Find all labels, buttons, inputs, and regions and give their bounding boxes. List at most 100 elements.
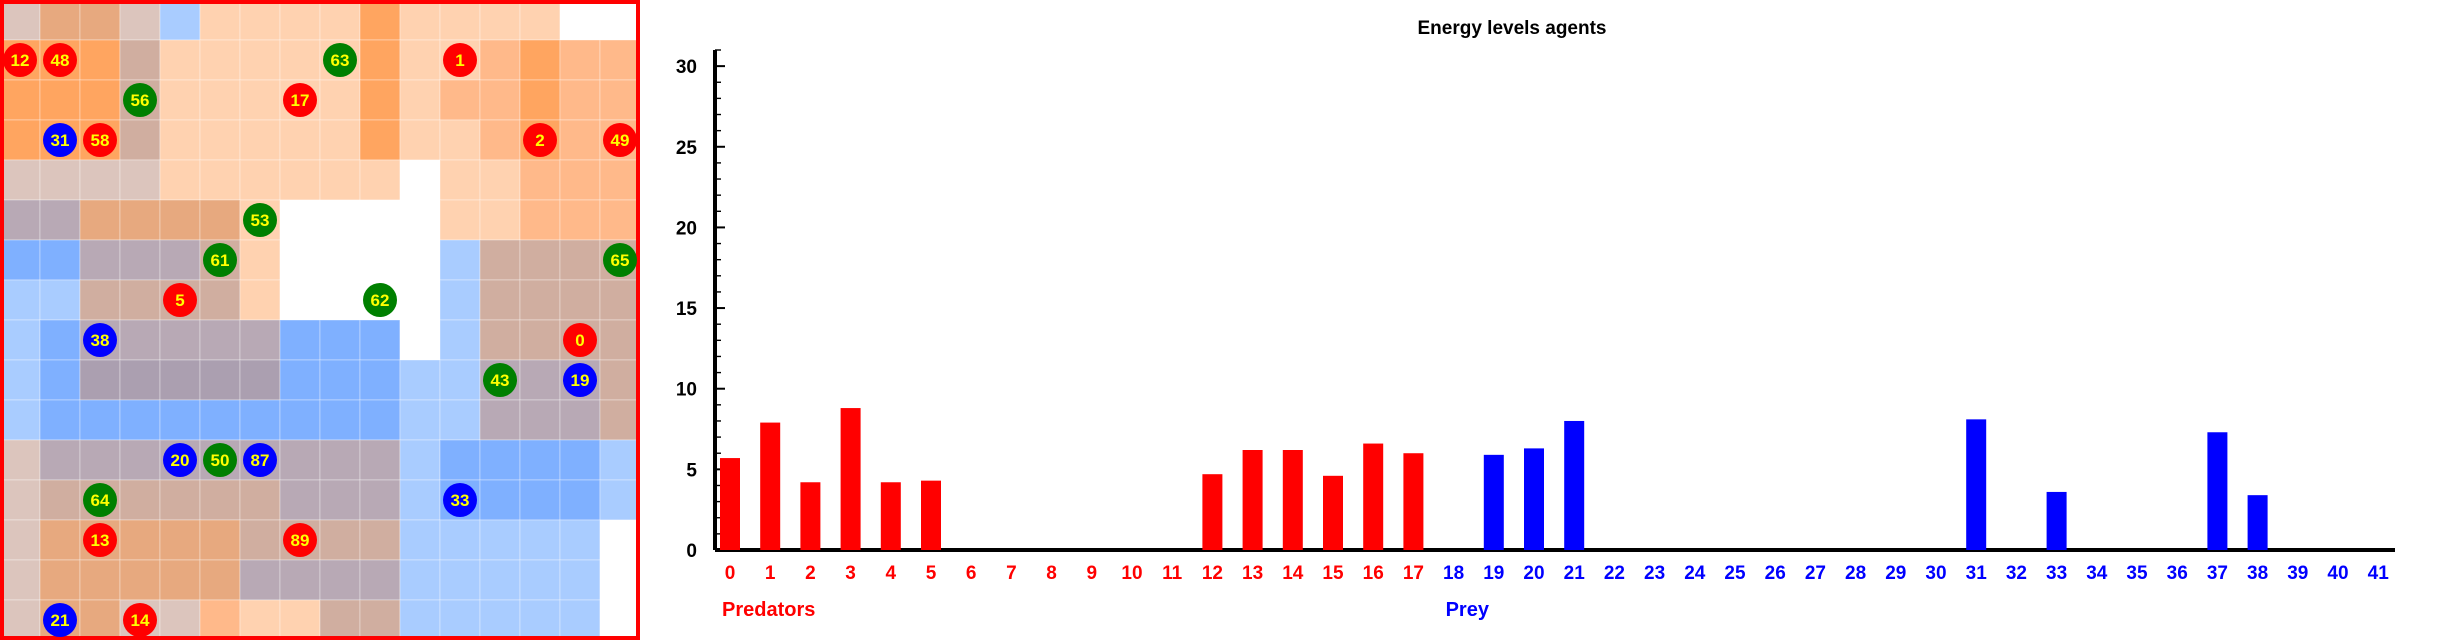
prey-agent: 21	[43, 603, 77, 637]
grid-cell	[279, 319, 321, 361]
simulation-grid: 12 48 63 1 56 17 31 58 2 49 53 61 65 5 62 38 0 43 19 20 50 87…	[0, 0, 640, 640]
predator-agent: 17	[283, 83, 317, 117]
grid-cell	[479, 79, 521, 121]
x-tick-label: 26	[1765, 563, 1786, 584]
grid-cell	[159, 239, 201, 281]
grid-cell	[0, 239, 41, 281]
predator-energy-bar	[880, 482, 901, 550]
predator-energy-bar	[921, 480, 941, 550]
prey-agent: 31	[43, 123, 77, 157]
grid-cell	[319, 359, 361, 401]
predator-agent-marker	[603, 123, 637, 157]
x-tick-label: 22	[1604, 563, 1625, 584]
grid-cell	[319, 399, 361, 441]
grid-cell	[0, 359, 41, 401]
grid-cell	[439, 0, 481, 41]
grid-cell	[39, 279, 81, 321]
grid-cell	[519, 519, 561, 561]
grid-cell	[199, 479, 241, 521]
grid-cell	[599, 479, 640, 521]
grid-cell	[359, 39, 401, 81]
plant-agent-marker	[323, 43, 357, 77]
plant-agent: 62	[363, 283, 397, 317]
grid-cell	[119, 519, 161, 561]
x-tick-label: 36	[2167, 563, 2188, 584]
x-tick-label: 15	[1322, 563, 1344, 584]
grid-cell	[159, 199, 201, 241]
agent-label: 58	[91, 131, 110, 150]
grid-cell	[0, 479, 41, 521]
grid-cell	[479, 559, 521, 601]
grid-cell	[359, 79, 401, 121]
grid-cell	[239, 0, 281, 41]
grid-cell	[239, 599, 281, 640]
y-tick-label: 25	[676, 138, 698, 159]
grid-cell	[479, 0, 521, 41]
grid-cell	[519, 0, 561, 41]
plant-agent: 43	[483, 363, 517, 397]
grid-cell	[319, 519, 361, 561]
x-tick-label: 40	[2327, 563, 2348, 584]
grid-cell	[239, 399, 281, 441]
grid-cell	[319, 439, 361, 481]
grid-cell	[399, 399, 441, 441]
grid-cell	[439, 199, 481, 241]
predator-agent: 49	[603, 123, 637, 157]
grid-cell	[159, 39, 201, 81]
grid-cell	[519, 359, 561, 401]
x-tick-label: 16	[1363, 563, 1384, 584]
grid-cell	[599, 319, 640, 361]
x-tick-label: 1	[765, 563, 776, 584]
grid-cell	[79, 159, 121, 201]
x-tick-label: 8	[1046, 563, 1057, 584]
y-tick-label: 20	[676, 218, 697, 239]
agent-label: 17	[291, 91, 310, 110]
agent-label: 0	[575, 331, 584, 350]
agent-label: 14	[131, 611, 150, 630]
predator-agent: 1	[443, 43, 477, 77]
predator-agent: 58	[83, 123, 117, 157]
grid-cell	[319, 599, 361, 640]
grid-cell	[519, 559, 561, 601]
predator-agent-marker	[563, 323, 597, 357]
grid-cell	[0, 199, 41, 241]
grid-cell	[359, 519, 401, 561]
grid-cell	[439, 159, 481, 201]
agent-label: 89	[291, 531, 310, 550]
plant-agent-marker	[603, 243, 637, 277]
grid-cell	[39, 319, 81, 361]
prey-agent-marker	[43, 123, 77, 157]
grid-cell	[279, 439, 321, 481]
predator-energy-bar	[1403, 453, 1424, 550]
grid-cell	[79, 559, 121, 601]
plant-agent: 64	[83, 483, 117, 517]
grid-cell	[239, 359, 281, 401]
grid-cell	[39, 399, 81, 441]
grid-cell	[399, 519, 441, 561]
grid-cell	[559, 39, 601, 81]
predator-agent-marker	[283, 83, 317, 117]
grid-cell	[239, 159, 281, 201]
grid-cell	[279, 159, 321, 201]
predator-agent-marker	[123, 603, 157, 637]
grid-cell	[399, 0, 441, 41]
grid-cell	[359, 119, 401, 161]
grid-cell	[519, 599, 561, 640]
grid-cell	[319, 319, 361, 361]
grid-cell	[239, 239, 281, 281]
grid-cell	[239, 119, 281, 161]
predator-energy-bar	[1242, 450, 1263, 550]
grid-cell	[439, 359, 481, 401]
grid-cell	[359, 599, 401, 640]
predator-agent-marker	[163, 283, 197, 317]
x-tick-label: 23	[1644, 563, 1665, 584]
grid-cell	[599, 0, 640, 41]
grid-cell	[559, 119, 601, 161]
grid-cell	[159, 559, 201, 601]
x-tick-label: 38	[2247, 563, 2268, 584]
grid-cell	[559, 479, 601, 521]
x-tick-label: 29	[1885, 563, 1906, 584]
grid-cell	[359, 239, 401, 281]
grid-cell	[359, 399, 401, 441]
